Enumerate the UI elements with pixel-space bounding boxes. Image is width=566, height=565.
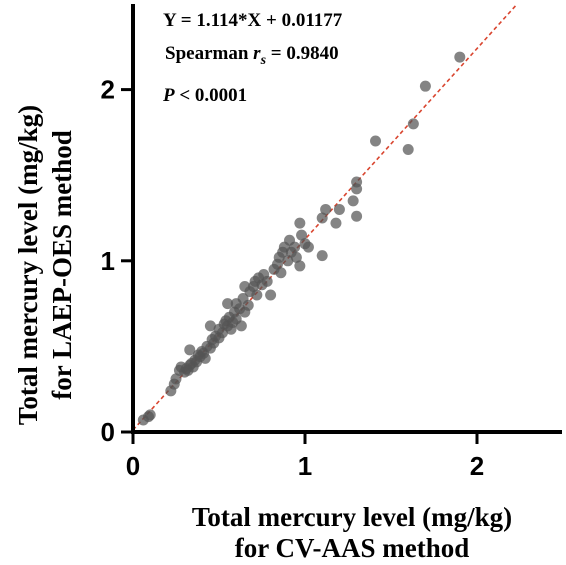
y-tick-label: 0 — [101, 417, 115, 447]
y-tick-label: 2 — [101, 75, 115, 105]
p-symbol: P — [162, 85, 175, 106]
spearman-subscript: s — [260, 53, 267, 68]
axis-ticks: 0 1 2 0 1 2 — [101, 75, 485, 481]
data-point — [235, 320, 247, 332]
p-value-annotation: P < 0.0001 — [162, 85, 247, 106]
fit-line-group — [132, 3, 518, 431]
x-tick-label: 1 — [298, 451, 312, 481]
data-point — [275, 267, 287, 279]
data-point — [290, 251, 302, 263]
data-point — [302, 241, 314, 253]
data-point — [419, 80, 431, 92]
data-point — [239, 280, 251, 292]
data-point — [320, 203, 332, 215]
data-point — [242, 299, 254, 311]
data-point — [351, 210, 363, 222]
data-point — [289, 241, 301, 253]
data-point — [222, 298, 234, 310]
spearman-r-symbol: r — [253, 43, 261, 64]
fit-equation: Y = 1.114*X + 0.01177 — [163, 10, 343, 31]
data-point — [347, 195, 359, 207]
x-axis-title-line1: Total mercury level (mg/kg) — [192, 502, 512, 532]
data-point — [199, 352, 211, 364]
data-point — [333, 203, 345, 215]
data-point — [251, 289, 263, 301]
data-point — [351, 176, 363, 188]
y-tick-label: 1 — [101, 246, 115, 276]
data-point — [296, 229, 308, 241]
data-point — [265, 289, 277, 301]
x-axis-title-line2: for CV-AAS method — [235, 533, 469, 563]
data-point — [261, 275, 273, 287]
data-point — [407, 118, 419, 130]
spearman-value: = 0.9840 — [266, 43, 339, 64]
data-point — [294, 217, 306, 229]
data-point — [184, 344, 196, 356]
data-point — [294, 260, 306, 272]
data-point — [204, 320, 216, 332]
data-point — [316, 212, 328, 224]
data-point — [282, 255, 294, 267]
spearman-label: Spearman — [165, 43, 253, 64]
data-points — [137, 51, 466, 426]
p-value: < 0.0001 — [175, 85, 248, 106]
y-axis-title-line1: Total mercury level (mg/kg) — [13, 105, 43, 425]
spearman-annotation: Spearman rs = 0.9840 — [165, 43, 339, 68]
y-axis-title-line2: for LAEP-OES method — [47, 130, 77, 400]
data-point — [370, 135, 382, 147]
data-point — [402, 144, 414, 156]
x-tick-label: 0 — [126, 451, 140, 481]
x-tick-label: 2 — [470, 451, 484, 481]
data-point — [142, 411, 154, 423]
data-point — [316, 250, 328, 262]
regression-fit-line — [132, 3, 518, 431]
data-point — [330, 217, 342, 229]
data-point — [454, 51, 466, 63]
data-point — [170, 373, 182, 385]
